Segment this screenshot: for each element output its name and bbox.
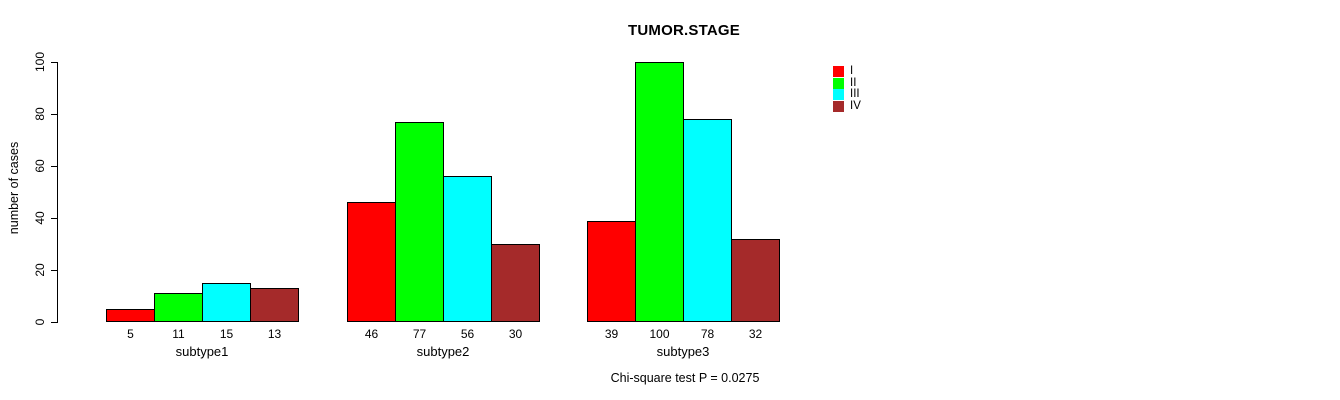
bar-value-label: 56 bbox=[460, 327, 475, 341]
y-tick-mark bbox=[51, 166, 57, 167]
legend-swatch-IV bbox=[833, 101, 844, 112]
bar-subtype3-stage-IV bbox=[731, 239, 780, 322]
bar-value-label: 77 bbox=[412, 327, 427, 341]
y-tick-label: 40 bbox=[33, 211, 47, 225]
bar-subtype3-stage-II bbox=[635, 62, 684, 322]
legend-label: II bbox=[850, 77, 857, 89]
y-tick-mark bbox=[51, 270, 57, 271]
category-label-subtype3: subtype3 bbox=[656, 344, 710, 359]
category-label-subtype2: subtype2 bbox=[416, 344, 470, 359]
legend-swatch-III bbox=[833, 89, 844, 100]
y-tick-mark bbox=[51, 322, 57, 323]
legend-label: III bbox=[850, 88, 860, 100]
bar-subtype2-stage-III bbox=[443, 176, 492, 322]
y-tick-label: 80 bbox=[33, 107, 47, 121]
y-axis-line bbox=[57, 62, 58, 323]
bar-value-label: 78 bbox=[700, 327, 715, 341]
bar-subtype2-stage-IV bbox=[491, 244, 540, 322]
bar-subtype1-stage-III bbox=[202, 283, 251, 322]
bar-value-label: 46 bbox=[364, 327, 379, 341]
bar-value-label: 30 bbox=[508, 327, 523, 341]
y-tick-mark bbox=[51, 218, 57, 219]
bar-subtype3-stage-III bbox=[683, 119, 732, 322]
chart-title: TUMOR.STAGE bbox=[628, 22, 740, 39]
bar-value-label: 13 bbox=[267, 327, 282, 341]
bar-subtype1-stage-I bbox=[106, 309, 155, 322]
bar-value-label: 32 bbox=[748, 327, 763, 341]
bar-value-label: 15 bbox=[219, 327, 234, 341]
y-tick-label: 0 bbox=[33, 318, 47, 326]
bar-value-label: 11 bbox=[172, 327, 185, 341]
legend-swatch-I bbox=[833, 66, 844, 77]
bar-subtype1-stage-IV bbox=[250, 288, 299, 322]
bar-subtype2-stage-I bbox=[347, 202, 396, 322]
y-tick-mark bbox=[51, 114, 57, 115]
category-label-subtype1: subtype1 bbox=[175, 344, 229, 359]
legend-label: I bbox=[850, 65, 854, 77]
y-axis-label: number of cases bbox=[7, 141, 21, 235]
bar-value-label: 5 bbox=[127, 327, 134, 341]
bar-value-label: 100 bbox=[649, 327, 670, 341]
bar-value-label: 39 bbox=[604, 327, 619, 341]
legend-swatch-II bbox=[833, 78, 844, 89]
y-tick-label: 20 bbox=[33, 263, 47, 277]
chi-square-note: Chi-square test P = 0.0275 bbox=[610, 371, 760, 385]
y-tick-label: 60 bbox=[33, 159, 47, 173]
bar-subtype3-stage-I bbox=[587, 221, 636, 322]
legend-label: IV bbox=[850, 100, 861, 112]
bar-subtype2-stage-II bbox=[395, 122, 444, 322]
y-tick-label: 100 bbox=[33, 51, 47, 73]
y-tick-mark bbox=[51, 62, 57, 63]
bar-subtype1-stage-II bbox=[154, 293, 203, 322]
